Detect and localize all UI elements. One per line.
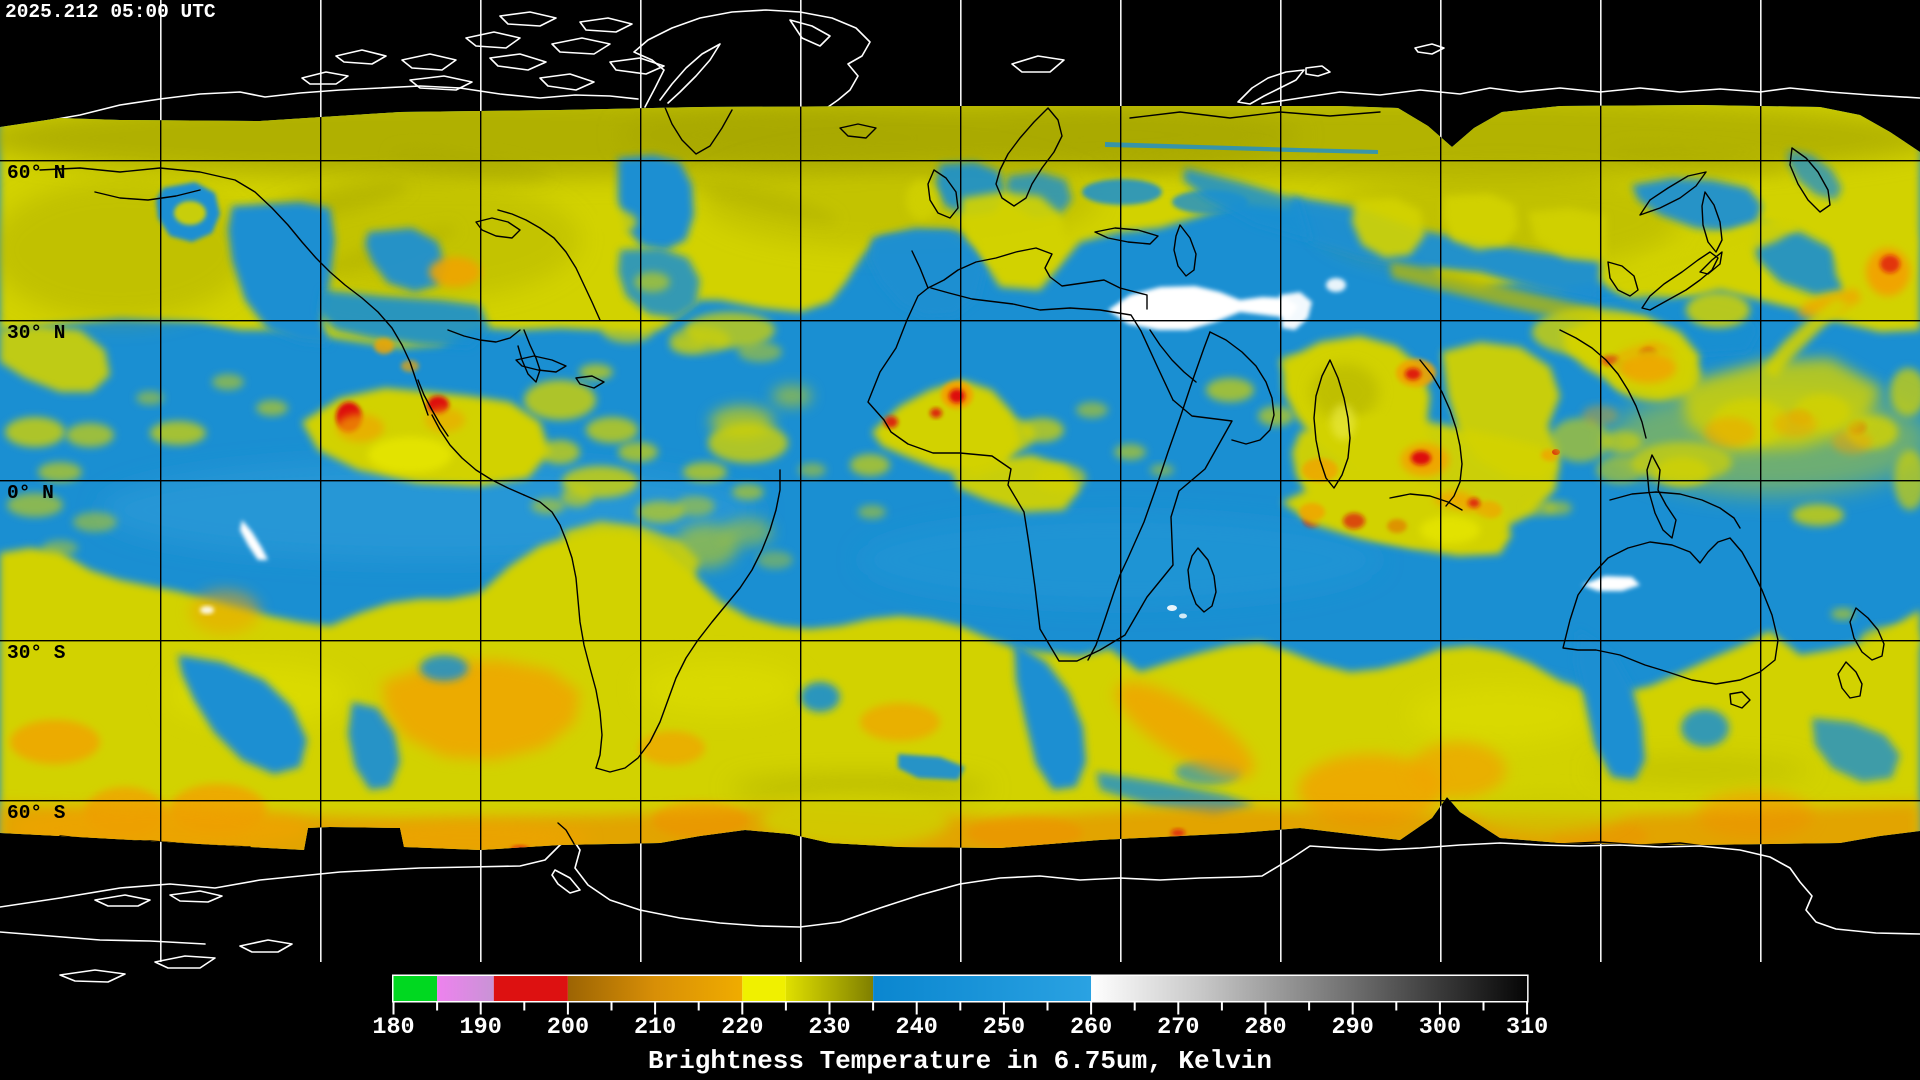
svg-text:270: 270 <box>1157 1014 1199 1041</box>
svg-text:300: 300 <box>1419 1014 1461 1041</box>
svg-text:60° S: 60° S <box>7 802 66 824</box>
svg-text:280: 280 <box>1244 1014 1286 1041</box>
svg-text:Brightness Temperature in 6.75: Brightness Temperature in 6.75um, Kelvin <box>648 1046 1272 1076</box>
svg-text:230: 230 <box>808 1014 850 1041</box>
svg-text:2025.212 05:00 UTC: 2025.212 05:00 UTC <box>5 1 216 23</box>
svg-text:30° S: 30° S <box>7 642 66 664</box>
svg-text:200: 200 <box>547 1014 589 1041</box>
svg-text:240: 240 <box>896 1014 938 1041</box>
svg-text:310: 310 <box>1506 1014 1548 1041</box>
svg-text:210: 210 <box>634 1014 676 1041</box>
svg-text:290: 290 <box>1332 1014 1374 1041</box>
svg-text:60° N: 60° N <box>7 162 66 184</box>
svg-text:180: 180 <box>372 1014 414 1041</box>
svg-text:30° N: 30° N <box>7 322 66 344</box>
svg-text:220: 220 <box>721 1014 763 1041</box>
svg-text:260: 260 <box>1070 1014 1112 1041</box>
svg-text:190: 190 <box>460 1014 502 1041</box>
svg-text:250: 250 <box>983 1014 1025 1041</box>
svg-text:0° N: 0° N <box>7 482 54 504</box>
